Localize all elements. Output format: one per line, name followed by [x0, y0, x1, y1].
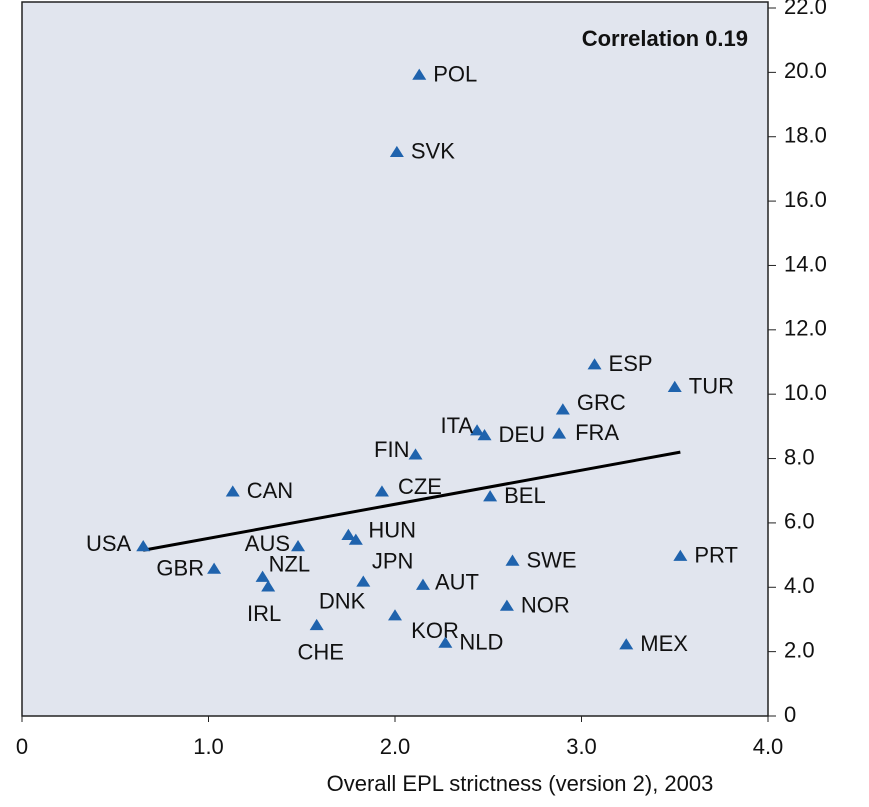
point-label: KOR	[411, 618, 459, 643]
point-label: IRL	[247, 601, 281, 626]
point-label: CHE	[297, 640, 343, 665]
marker	[408, 448, 423, 460]
y-tick-label: 6.0	[784, 509, 815, 534]
marker	[483, 490, 498, 502]
marker	[555, 403, 570, 415]
marker	[415, 578, 430, 590]
y-tick-label: 8.0	[784, 444, 815, 469]
point-label: TUR	[689, 374, 734, 399]
marker	[389, 145, 404, 158]
marker	[552, 427, 567, 439]
point-label: DNK	[319, 588, 366, 613]
point-label: FIN	[374, 437, 409, 462]
x-tick-label: 3.0	[566, 734, 597, 759]
marker	[341, 528, 356, 540]
marker	[136, 540, 151, 552]
point-label: AUT	[435, 569, 479, 594]
marker	[412, 68, 427, 80]
y-tick-label: 18.0	[784, 123, 827, 148]
point-label: NOR	[521, 592, 570, 617]
y-tick-label: 14.0	[784, 251, 827, 276]
marker	[388, 609, 402, 621]
marker	[225, 485, 240, 497]
x-tick-label: 1.0	[193, 734, 224, 759]
point-label: ITA	[440, 413, 473, 438]
x-axis-label: Overall EPL strictness (version 2), 2003	[327, 771, 714, 796]
point-label: NZL	[269, 551, 311, 576]
marker	[207, 562, 222, 574]
point-label: CZE	[398, 474, 442, 499]
point-label: JPN	[372, 548, 414, 573]
marker	[438, 636, 453, 648]
point-label: AUS	[245, 531, 290, 556]
x-tick-label: 2.0	[380, 734, 411, 759]
marker	[587, 358, 602, 370]
point-label: SWE	[526, 547, 576, 572]
marker	[374, 485, 389, 497]
point-label: FRA	[575, 420, 619, 445]
y-tick-label: 20.0	[784, 58, 827, 83]
marker	[309, 618, 324, 631]
plot-area	[21, 1, 769, 717]
marker	[470, 424, 485, 436]
marker	[348, 533, 363, 545]
x-tick-label: 0	[16, 734, 28, 759]
marker	[477, 429, 492, 441]
point-label: SVK	[411, 139, 455, 164]
point-label: USA	[86, 531, 132, 556]
point-label: MEX	[640, 631, 688, 656]
y-tick-label: 4.0	[784, 573, 815, 598]
x-tick-label: 4.0	[753, 734, 784, 759]
trend-line	[142, 450, 681, 552]
point-label: GBR	[156, 555, 204, 580]
y-tick-label: 2.0	[784, 637, 815, 662]
y-tick-label: 10.0	[784, 380, 827, 405]
y-tick-label: 16.0	[784, 187, 827, 212]
point-label: DEU	[499, 422, 545, 447]
point-label: NLD	[459, 629, 503, 654]
marker	[261, 580, 276, 592]
marker	[505, 554, 520, 566]
marker	[291, 540, 306, 552]
point-label: CAN	[247, 478, 293, 503]
marker	[356, 575, 371, 587]
marker	[619, 638, 634, 650]
marker	[499, 599, 514, 611]
point-label: HUN	[368, 518, 416, 543]
point-label: BEL	[504, 483, 546, 508]
point-label: POL	[433, 61, 477, 86]
annotation: Correlation 0.19	[582, 26, 748, 51]
point-label: PRT	[694, 543, 738, 568]
marker	[673, 549, 688, 561]
y-tick-label: 12.0	[784, 316, 827, 341]
y-tick-label: 0	[784, 702, 796, 727]
point-label: ESP	[609, 351, 653, 376]
point-label: GRC	[577, 390, 626, 415]
marker	[255, 570, 270, 582]
y-tick-label: 22.0	[784, 0, 827, 19]
marker	[667, 380, 682, 392]
